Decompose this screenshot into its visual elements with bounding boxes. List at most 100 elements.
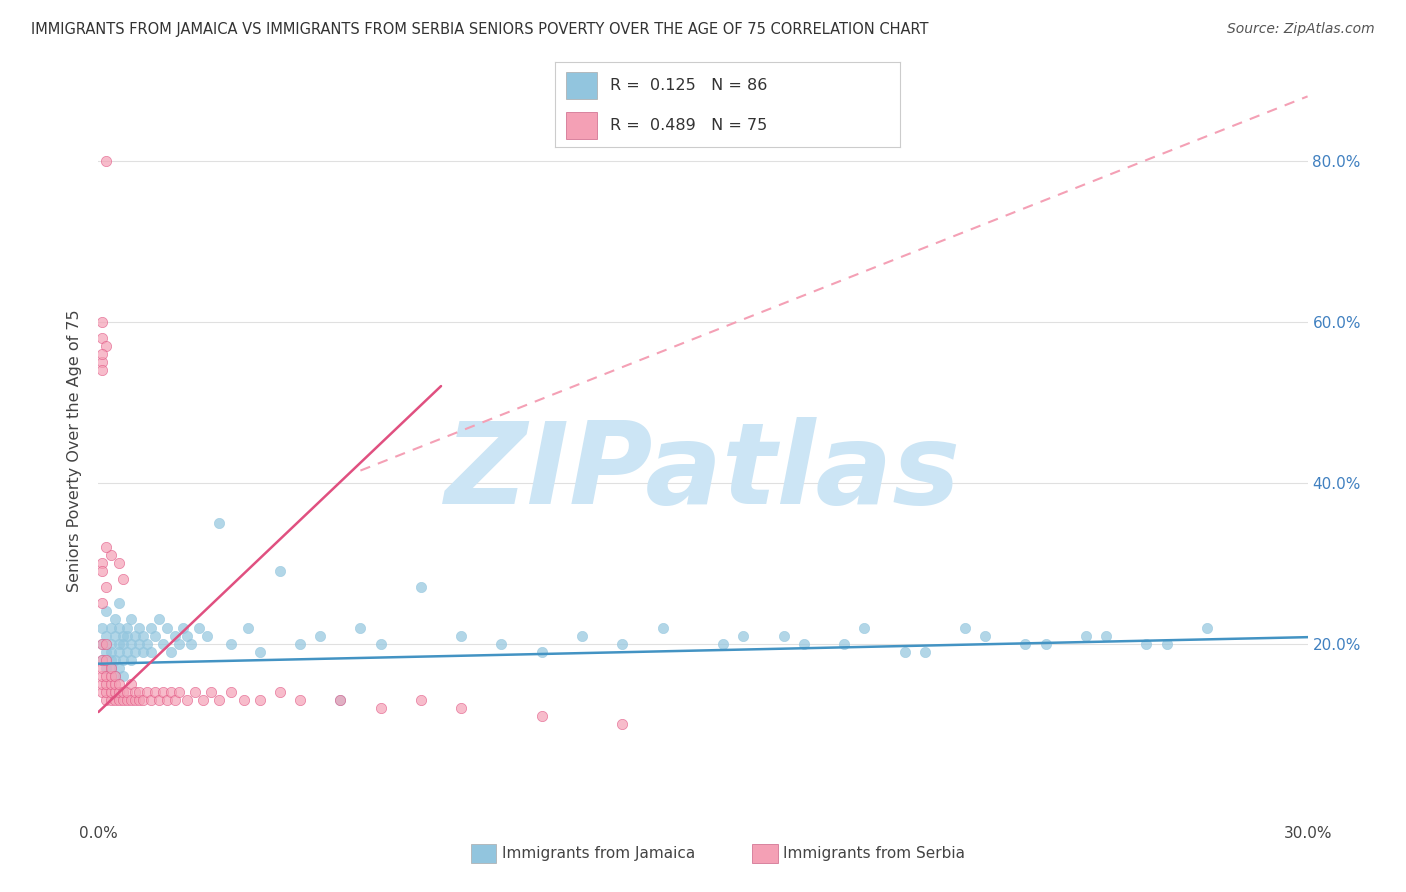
Point (148, 612, 170, 626)
Point (100, 637, 122, 651)
Point (96, 637, 118, 651)
Text: Immigrants from Serbia: Immigrants from Serbia (783, 847, 965, 861)
Point (853, 620, 876, 634)
Text: IMMIGRANTS FROM JAMAICA VS IMMIGRANTS FROM SERBIA SENIORS POVERTY OVER THE AGE O: IMMIGRANTS FROM JAMAICA VS IMMIGRANTS FR… (31, 22, 928, 37)
Point (139, 693, 162, 707)
Point (96, 661, 118, 675)
Point (91, 355, 114, 369)
Point (491, 637, 513, 651)
Point (953, 620, 976, 634)
Point (288, 693, 311, 707)
Point (188, 620, 211, 634)
Point (96, 153, 118, 168)
Point (107, 685, 129, 699)
Point (120, 637, 142, 651)
Point (409, 580, 432, 594)
Point (100, 653, 122, 667)
Point (96, 339, 118, 353)
Point (111, 628, 134, 642)
Point (409, 693, 432, 707)
Point (103, 693, 125, 707)
Point (103, 685, 125, 699)
Point (1095, 628, 1118, 642)
Point (249, 693, 271, 707)
Point (1195, 620, 1218, 634)
Point (139, 645, 162, 659)
Point (91, 669, 114, 683)
Point (100, 548, 122, 562)
Point (103, 677, 125, 691)
Point (91, 661, 114, 675)
Point (1035, 637, 1057, 651)
Point (91, 315, 114, 329)
Point (115, 645, 138, 659)
Point (349, 620, 371, 634)
Point (832, 637, 855, 651)
Point (111, 669, 134, 683)
Point (111, 637, 134, 651)
Point (120, 653, 142, 667)
Point (96, 580, 118, 594)
Point (103, 612, 125, 626)
Point (221, 685, 243, 699)
Point (152, 685, 174, 699)
Point (115, 628, 138, 642)
Point (221, 637, 243, 651)
Point (91, 596, 114, 610)
Point (135, 685, 157, 699)
Point (184, 685, 207, 699)
Point (160, 645, 183, 659)
Point (128, 620, 150, 634)
Point (128, 685, 150, 699)
Point (91, 685, 114, 699)
Point (96, 677, 118, 691)
Point (100, 661, 122, 675)
Point (148, 693, 170, 707)
Point (1135, 637, 1157, 651)
Point (124, 693, 146, 707)
Point (111, 685, 134, 699)
Point (208, 693, 231, 707)
Point (167, 637, 190, 651)
Point (96, 540, 118, 554)
Point (91, 677, 114, 691)
Point (96, 669, 118, 683)
Point (91, 556, 114, 570)
Point (180, 637, 202, 651)
Text: R =  0.489   N = 75: R = 0.489 N = 75 (610, 118, 768, 133)
Point (124, 685, 146, 699)
Point (132, 693, 155, 707)
Point (269, 564, 291, 578)
Point (1014, 637, 1036, 651)
Point (329, 693, 352, 707)
Point (91, 637, 114, 651)
Point (107, 637, 129, 651)
Point (103, 628, 125, 642)
Point (1074, 628, 1097, 642)
Point (107, 620, 129, 634)
Point (124, 645, 146, 659)
Point (128, 637, 150, 651)
Y-axis label: Seniors Poverty Over the Age of 75: Seniors Poverty Over the Age of 75 (67, 310, 83, 591)
Point (711, 637, 734, 651)
Point (91, 331, 114, 345)
Point (111, 572, 134, 586)
Point (236, 620, 259, 634)
Point (195, 628, 218, 642)
Text: R =  0.125   N = 86: R = 0.125 N = 86 (610, 78, 768, 93)
Point (269, 685, 291, 699)
Point (143, 685, 166, 699)
Point (107, 677, 129, 691)
Point (100, 669, 122, 683)
Point (530, 709, 553, 723)
Point (172, 620, 194, 634)
Text: Immigrants from Jamaica: Immigrants from Jamaica (502, 847, 695, 861)
Point (100, 620, 122, 634)
Point (249, 645, 271, 659)
Point (96, 604, 118, 618)
Point (135, 637, 157, 651)
Bar (565, 71, 596, 99)
Point (370, 637, 392, 651)
Point (208, 516, 231, 530)
Point (120, 693, 142, 707)
